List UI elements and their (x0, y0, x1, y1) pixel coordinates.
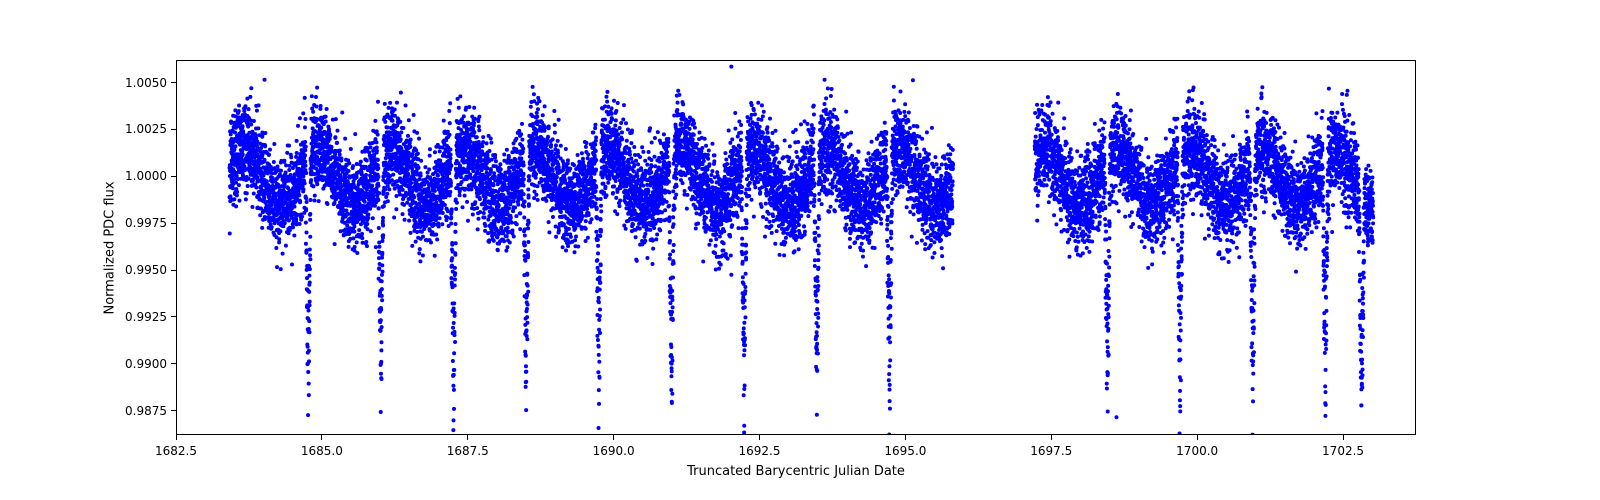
y-axis-label: Normalized PDC flux (103, 181, 118, 314)
x-tick-label: 1700.0 (1176, 444, 1218, 458)
figure: Truncated Barycentric Julian Date Normal… (0, 0, 1600, 500)
y-tick-label: 0.9975 (125, 216, 167, 230)
y-tick-mark (171, 410, 176, 411)
y-tick-mark (171, 176, 176, 177)
x-tick-mark (1343, 435, 1344, 440)
x-tick-mark (176, 435, 177, 440)
scatter-plot (177, 61, 1415, 434)
x-tick-mark (321, 435, 322, 440)
axes (176, 60, 1416, 435)
y-tick-label: 0.9950 (125, 263, 167, 277)
x-axis-label: Truncated Barycentric Julian Date (687, 464, 905, 479)
y-tick-mark (171, 82, 176, 83)
y-tick-label: 0.9875 (125, 404, 167, 418)
x-tick-mark (905, 435, 906, 440)
plot-area (177, 61, 1415, 434)
x-tick-mark (613, 435, 614, 440)
y-tick-mark (171, 363, 176, 364)
x-tick-label: 1687.5 (447, 444, 489, 458)
y-tick-label: 0.9925 (125, 310, 167, 324)
y-tick-label: 0.9900 (125, 357, 167, 371)
y-tick-mark (171, 223, 176, 224)
y-tick-mark (171, 270, 176, 271)
x-tick-label: 1702.5 (1322, 444, 1364, 458)
scatter-series (228, 65, 1376, 434)
x-tick-mark (1051, 435, 1052, 440)
y-tick-label: 1.0000 (125, 169, 167, 183)
x-tick-label: 1690.0 (593, 444, 635, 458)
y-tick-label: 1.0025 (125, 122, 167, 136)
x-tick-label: 1692.5 (739, 444, 781, 458)
x-tick-label: 1685.0 (301, 444, 343, 458)
y-tick-mark (171, 129, 176, 130)
y-tick-mark (171, 316, 176, 317)
x-tick-label: 1697.5 (1030, 444, 1072, 458)
x-tick-label: 1682.5 (155, 444, 197, 458)
y-tick-label: 1.0050 (125, 76, 167, 90)
x-tick-label: 1695.0 (884, 444, 926, 458)
x-tick-mark (759, 435, 760, 440)
x-tick-mark (467, 435, 468, 440)
x-tick-mark (1197, 435, 1198, 440)
